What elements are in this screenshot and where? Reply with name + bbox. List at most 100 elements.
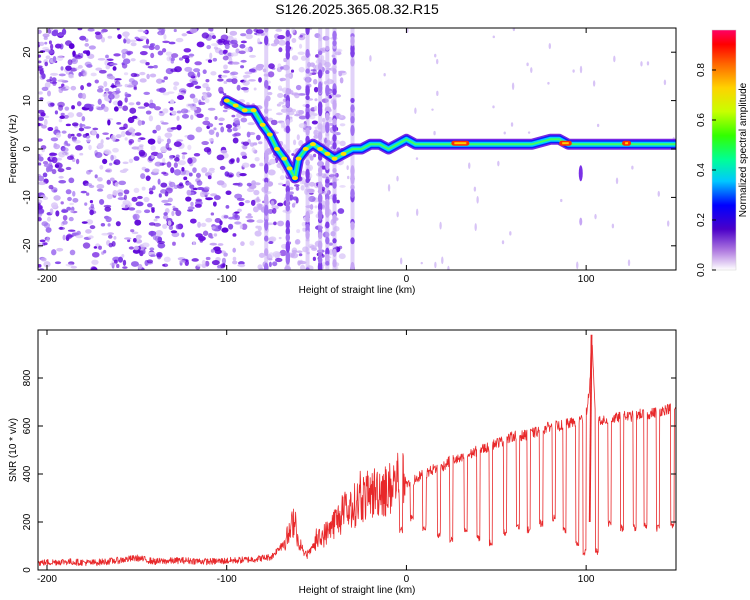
noise-blob (171, 53, 179, 58)
noise-blob (155, 215, 160, 219)
noise-blob (38, 60, 42, 64)
tone-hotspot (281, 156, 288, 161)
noise-blob (239, 225, 243, 229)
noise-blob (66, 206, 72, 211)
noise-streak-blob (350, 261, 355, 270)
noise-blob (240, 65, 245, 69)
noise-blob (151, 155, 155, 159)
noise-blob (38, 91, 43, 95)
noise-streak-blob (350, 188, 355, 199)
noise-blob (245, 215, 254, 219)
faint-dot (439, 221, 442, 230)
noise-blob (231, 75, 238, 79)
noise-blob (67, 112, 75, 118)
noise-blob (209, 242, 218, 246)
noise-blob (124, 137, 128, 141)
noise-blob (148, 102, 156, 109)
noise-blob (194, 85, 202, 89)
noise-blob (38, 242, 43, 248)
tone-hotspot (309, 142, 316, 147)
noise-blob (298, 43, 303, 49)
noise-streak-blob (264, 35, 269, 46)
noise-streak-blob (285, 100, 291, 108)
noise-blob (236, 171, 242, 178)
noise-blob (57, 32, 65, 37)
noise-blob (246, 219, 255, 223)
noise-blob (117, 192, 123, 197)
noise-blob (181, 154, 186, 160)
noise-streak-blob (317, 50, 323, 56)
noise-blob (173, 86, 178, 91)
noise-blob (113, 159, 121, 166)
snr-y-tick-label: 800 (22, 369, 33, 386)
noise-blob (94, 174, 98, 179)
noise-blob (55, 210, 60, 217)
noise-streak-blob (350, 221, 355, 231)
noise-blob (150, 52, 155, 59)
tone-hotspot (223, 98, 230, 103)
faint-dot (611, 223, 615, 229)
noise-blob (78, 71, 82, 77)
noise-blob (337, 208, 345, 214)
noise-blob (227, 52, 232, 57)
noise-blob (43, 222, 51, 229)
noise-blob (198, 99, 202, 106)
noise-blob (58, 104, 64, 111)
noise-blob (296, 134, 300, 141)
faint-dot (594, 213, 597, 220)
noise-blob (135, 201, 144, 207)
faint-dot (646, 61, 650, 66)
noise-blob (246, 131, 251, 138)
noise-blob (230, 71, 239, 76)
noise-blob (320, 47, 327, 53)
noise-streak-blob (332, 141, 337, 150)
noise-blob (172, 241, 176, 246)
noise-blob (236, 124, 241, 130)
noise-blob (61, 147, 69, 153)
noise-blob (107, 223, 111, 227)
noise-blob (128, 139, 135, 144)
noise-blob (210, 43, 219, 47)
noise-streak-blob (305, 127, 310, 136)
noise-blob (133, 187, 140, 193)
noise-blob (50, 137, 59, 142)
noise-blob (103, 106, 109, 112)
snr-x-tick-label: 0 (404, 574, 410, 585)
noise-streak-blob (305, 177, 310, 184)
noise-blob (133, 156, 140, 161)
noise-blob (205, 86, 211, 92)
noise-blob (279, 175, 285, 181)
noise-blob (234, 221, 242, 225)
spectrogram-y-tick-label: -10 (22, 190, 33, 205)
noise-blob (272, 261, 278, 267)
noise-blob (40, 112, 46, 117)
noise-blob (230, 158, 235, 163)
noise-blob (298, 140, 304, 147)
vertical-feature (579, 217, 583, 226)
noise-blob (131, 80, 139, 86)
colorbar-tick-label: 0.8 (696, 63, 707, 77)
noise-streak-blob (325, 159, 330, 171)
faint-dot (414, 107, 417, 114)
noise-blob (272, 208, 277, 214)
noise-blob (153, 218, 158, 222)
noise-blob (79, 35, 87, 41)
noise-blob (278, 101, 285, 105)
noise-blob (93, 246, 98, 249)
faint-dot (613, 55, 616, 63)
noise-blob (177, 160, 186, 166)
noise-blob (53, 29, 59, 33)
tone-hotspot (340, 151, 347, 156)
noise-blob (211, 226, 216, 230)
noise-blob (102, 158, 108, 165)
noise-streak-blob (350, 35, 355, 47)
faint-dot (347, 175, 350, 180)
noise-streak-blob (317, 201, 323, 212)
noise-blob (58, 151, 66, 158)
tone-hotspot (331, 156, 338, 161)
noise-blob (38, 204, 43, 210)
noise-blob (152, 129, 157, 134)
noise-blob (226, 78, 234, 83)
tone-hotspot (259, 122, 266, 127)
noise-streak-blob (285, 233, 291, 242)
